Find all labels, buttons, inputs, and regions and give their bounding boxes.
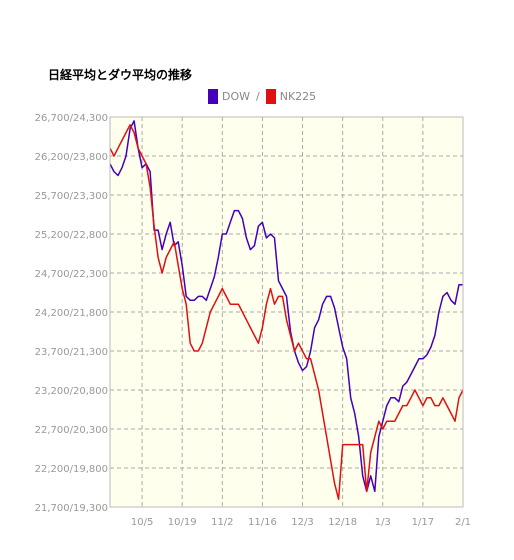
y-tick-label: 24,200/21,800: [35, 308, 108, 319]
plot-frame: [109, 116, 464, 508]
y-tick-label: 22,700/20,300: [35, 425, 108, 436]
legend-label-nk225: NK225: [279, 89, 317, 103]
y-tick-label: 26,700/24,300: [35, 113, 108, 124]
legend-label-dow: DOW: [222, 89, 251, 103]
x-axis-ticks: 10/5 10/19 11/2 11/16 12/3 12/18 1/3 1/17 2/1: [131, 517, 471, 528]
x-tick-label: 11/2: [211, 517, 233, 528]
y-tick-label: 25,700/23,300: [35, 191, 108, 202]
x-tick-label: 2/1: [455, 517, 471, 528]
y-axis-ticks: 26,700/24,300 26,200/23,800 25,700/23,300 2…: [35, 113, 108, 514]
legend: DOW / NK225: [208, 88, 322, 104]
y-tick-label: 21,700/19,300: [35, 503, 108, 514]
legend-swatch-dow: [208, 88, 218, 104]
x-tick-label: 10/19: [168, 517, 197, 528]
y-tick-label: 23,700/21,300: [35, 347, 108, 358]
y-tick-label: 24,700/22,300: [35, 269, 108, 280]
gridlines: [110, 117, 464, 507]
legend-separator: /: [256, 89, 260, 103]
x-tick-label: 12/3: [291, 517, 313, 528]
x-tick-label: 10/5: [131, 517, 153, 528]
x-tick-label: 12/18: [328, 517, 357, 528]
x-tick-label: 1/17: [412, 517, 434, 528]
y-tick-label: 26,200/23,800: [35, 152, 108, 163]
y-tick-label: 25,200/22,800: [35, 230, 108, 241]
x-tick-label: 1/3: [375, 517, 391, 528]
series-line-nk225: [109, 124, 464, 500]
y-tick-label: 23,200/20,800: [35, 386, 108, 397]
chart-title: 日経平均とダウ平均の推移: [48, 68, 193, 82]
series-line-dow: [109, 120, 463, 493]
y-tick-label: 22,200/19,800: [35, 464, 108, 475]
x-tick-label: 11/16: [248, 517, 277, 528]
legend-swatch-nk225: [265, 88, 276, 104]
series-lines: [109, 120, 464, 500]
